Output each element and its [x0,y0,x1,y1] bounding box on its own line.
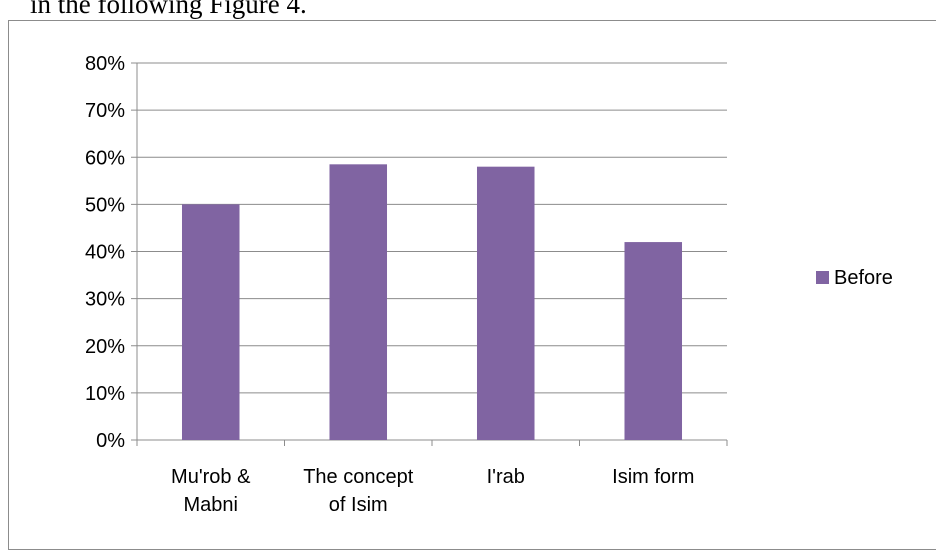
y-tick-label: 20% [85,336,125,358]
x-tick-label: I'rab [487,466,525,488]
x-tick-label-line: Mu'rob & [171,466,251,488]
x-tick-label: Mu'rob & Mabni [171,466,251,516]
y-tick-label: 0% [96,430,125,452]
y-tick-label: 60% [85,147,125,169]
y-tick-label: 10% [85,383,125,405]
legend-swatch [816,271,829,284]
y-tick-label: 50% [85,194,125,216]
x-tick-label-line: Mabni [184,494,238,516]
bar-chart: 0% 10% 20% 30% 40% 50% 60% 70% 80% Mu'rob & Mabni… [85,53,893,516]
x-tick-label-line: Isim form [612,466,694,488]
bars [181,164,683,441]
x-tick-label-line: I'rab [487,466,525,488]
legend-label: Before [834,267,893,289]
y-tick-label: 40% [85,242,125,264]
x-tick-label: Isim form [612,466,694,488]
bar [181,204,240,440]
bar [624,242,683,440]
x-tick-label: The concept of Isim [303,466,414,516]
y-tick-label: 80% [85,53,125,75]
x-tick-label-line: The concept [303,466,414,488]
x-tick-labels: Mu'rob & Mabni The concept of Isim I'rab Isim… [171,466,694,516]
legend: Before [816,267,893,289]
y-tick-label: 30% [85,289,125,311]
y-tick-label: 70% [85,100,125,122]
x-tick-label-line: of Isim [329,494,388,516]
y-tick-labels: 0% 10% 20% 30% 40% 50% 60% 70% 80% [85,53,125,452]
bar [329,164,388,440]
caption-fragment: in the following Figure 4. [30,0,307,19]
bar [476,166,535,441]
